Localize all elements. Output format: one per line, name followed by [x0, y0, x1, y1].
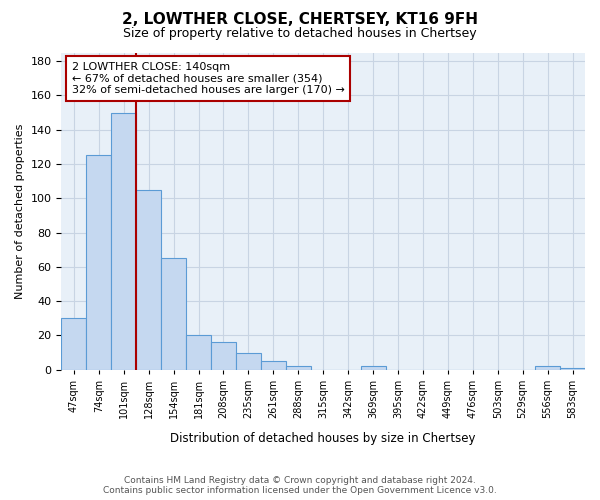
Text: 2, LOWTHER CLOSE, CHERTSEY, KT16 9FH: 2, LOWTHER CLOSE, CHERTSEY, KT16 9FH — [122, 12, 478, 28]
Bar — [211, 342, 236, 369]
Bar — [236, 352, 261, 370]
Bar — [286, 366, 311, 370]
Bar — [361, 366, 386, 370]
Text: 2 LOWTHER CLOSE: 140sqm
← 67% of detached houses are smaller (354)
32% of semi-d: 2 LOWTHER CLOSE: 140sqm ← 67% of detache… — [72, 62, 345, 95]
Text: Size of property relative to detached houses in Chertsey: Size of property relative to detached ho… — [123, 28, 477, 40]
Bar — [111, 112, 136, 370]
Y-axis label: Number of detached properties: Number of detached properties — [15, 124, 25, 299]
Bar — [136, 190, 161, 370]
Bar — [186, 336, 211, 370]
Bar — [261, 361, 286, 370]
Bar — [61, 318, 86, 370]
X-axis label: Distribution of detached houses by size in Chertsey: Distribution of detached houses by size … — [170, 432, 476, 445]
Bar — [86, 156, 111, 370]
Bar — [560, 368, 585, 370]
Bar — [161, 258, 186, 370]
Bar — [535, 366, 560, 370]
Text: Contains HM Land Registry data © Crown copyright and database right 2024.
Contai: Contains HM Land Registry data © Crown c… — [103, 476, 497, 495]
